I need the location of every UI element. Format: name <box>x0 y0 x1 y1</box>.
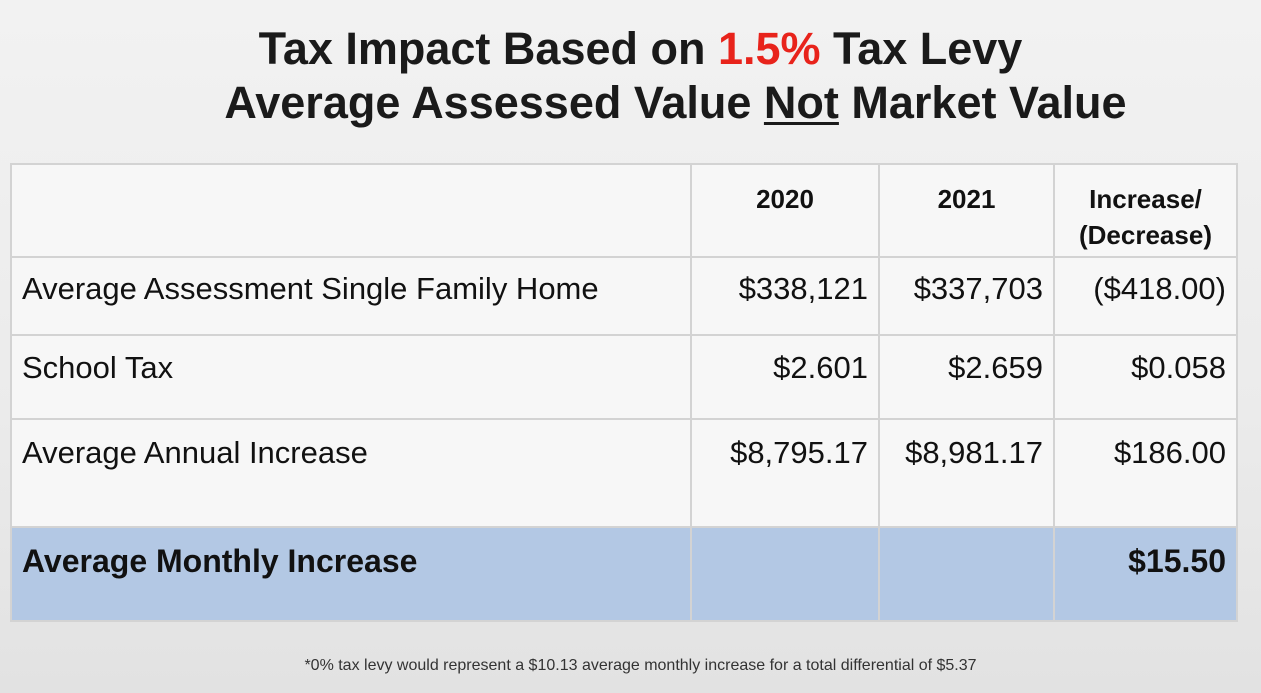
tax-impact-table: 2020 2021 Increase/ (Decrease) Average A… <box>10 163 1238 622</box>
subtitle-text: Market Value <box>838 77 1127 128</box>
value-2021: $2.659 <box>878 334 1055 420</box>
header-2020: 2020 <box>690 163 880 258</box>
table-row: School Tax $2.601 $2.659 $0.058 <box>10 334 1238 420</box>
header-2021: 2021 <box>878 163 1055 258</box>
title-line-1: Tax Impact Based on 1.5% Tax Levy <box>0 22 1261 76</box>
value-change: ($418.00) <box>1053 256 1238 336</box>
total-row: Average Monthly Increase $15.50 <box>10 526 1238 622</box>
header-increase-line1: Increase/ <box>1089 184 1202 214</box>
total-2020 <box>690 526 880 622</box>
row-label: School Tax <box>10 334 692 420</box>
subtitle-text: Average Assessed Value <box>224 77 764 128</box>
title-line-2: Average Assessed Value Not Market Value <box>0 76 1261 130</box>
value-change: $0.058 <box>1053 334 1238 420</box>
table-row: Average Assessment Single Family Home $3… <box>10 256 1238 336</box>
table-header-row: 2020 2021 Increase/ (Decrease) <box>10 163 1238 258</box>
value-2020: $2.601 <box>690 334 880 420</box>
value-2021: $337,703 <box>878 256 1055 336</box>
slide-title: Tax Impact Based on 1.5% Tax Levy Averag… <box>0 22 1261 130</box>
row-label: Average Annual Increase <box>10 418 692 528</box>
total-2021 <box>878 526 1055 622</box>
header-increase-line2: (Decrease) <box>1079 220 1212 250</box>
title-text: Tax Impact Based on <box>258 23 718 74</box>
total-label: Average Monthly Increase <box>10 526 692 622</box>
header-label-cell <box>10 163 692 258</box>
table-row: Average Annual Increase $8,795.17 $8,981… <box>10 418 1238 528</box>
footnote: *0% tax levy would represent a $10.13 av… <box>304 657 977 674</box>
total-change: $15.50 <box>1053 526 1238 622</box>
title-text: Tax Levy <box>820 23 1023 74</box>
value-2021: $8,981.17 <box>878 418 1055 528</box>
value-change: $186.00 <box>1053 418 1238 528</box>
row-label: Average Assessment Single Family Home <box>10 256 692 336</box>
emphasis-not: Not <box>763 77 839 128</box>
levy-percent: 1.5% <box>717 23 821 74</box>
header-increase-decrease: Increase/ (Decrease) <box>1053 163 1238 258</box>
value-2020: $338,121 <box>690 256 880 336</box>
value-2020: $8,795.17 <box>690 418 880 528</box>
